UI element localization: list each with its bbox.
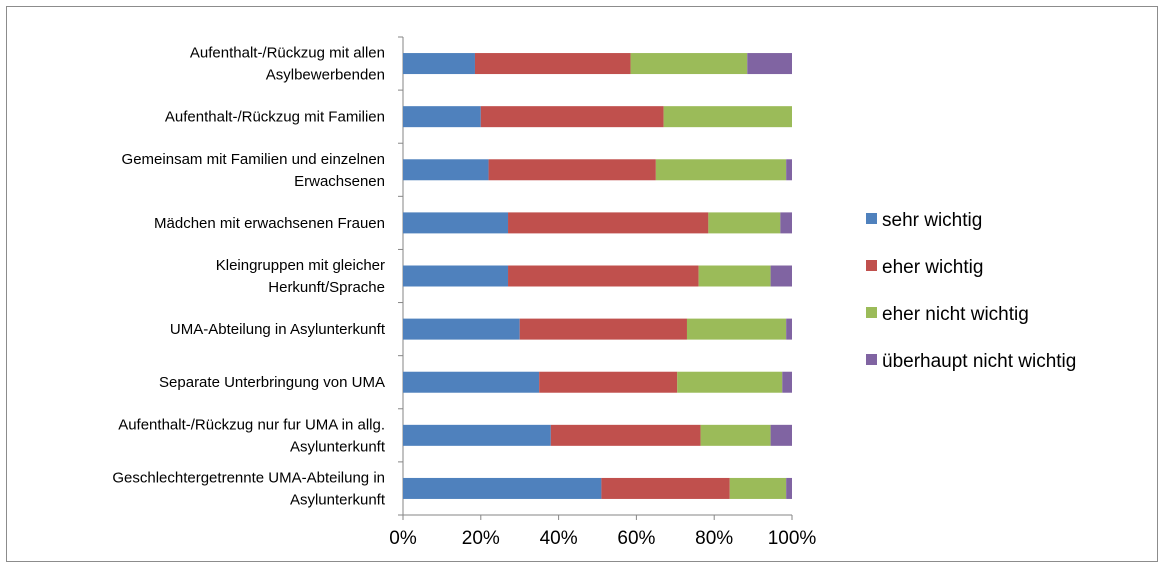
category-label: UMA-Abteilung in Asylunterkunft: [170, 321, 386, 338]
bar-segment: [677, 371, 783, 393]
x-tick-label: 40%: [540, 528, 578, 549]
x-tick-label: 80%: [695, 528, 733, 549]
bar-segment: [403, 106, 481, 128]
legend-label: eher nicht wichtig: [882, 304, 1029, 325]
bar-segment: [403, 318, 520, 340]
bar-segment: [403, 53, 475, 75]
x-tick-label: 100%: [768, 528, 817, 549]
bar-segment: [539, 371, 678, 393]
bar-segment: [508, 265, 699, 287]
legend-label: sehr wichtig: [882, 210, 982, 231]
bar-segment: [786, 318, 792, 340]
bar-segment: [519, 318, 687, 340]
bar-segment: [508, 212, 709, 234]
legend-swatch: [866, 213, 877, 224]
category-label: Asylunterkunft: [290, 491, 386, 508]
category-label: Kleingruppen mit gleicher: [216, 257, 385, 274]
bar-segment: [708, 212, 781, 234]
bar-segment: [747, 53, 792, 75]
category-label: Herkunft/Sprache: [268, 279, 385, 296]
bar-segment: [403, 212, 509, 234]
category-label: Aufenthalt-/Rückzug nur fur UMA in allg.: [118, 416, 385, 433]
legend-label: überhaupt nicht wichtig: [882, 351, 1076, 372]
bar-segment: [480, 106, 664, 128]
bar-segment: [403, 477, 602, 499]
bar-segment: [786, 477, 792, 499]
bar-segment: [782, 371, 792, 393]
category-label: Aufenthalt-/Rückzug mit allen: [190, 45, 385, 62]
category-label: Asylunterkunft: [290, 438, 386, 455]
bar-segment: [729, 477, 787, 499]
bar-segment: [550, 424, 701, 446]
category-label: Erwachsenen: [294, 173, 385, 190]
bar-segment: [403, 265, 509, 287]
bar-segment: [403, 159, 489, 181]
x-tick-label: 60%: [617, 528, 655, 549]
category-label: Aufenthalt-/Rückzug mit Familien: [165, 109, 385, 126]
category-label: Asylbewerbenden: [266, 67, 385, 84]
bar-segment: [700, 424, 771, 446]
bar-segment: [770, 265, 792, 287]
legend-swatch: [866, 260, 877, 271]
legend-label: eher wichtig: [882, 257, 983, 278]
bar-segment: [686, 318, 787, 340]
bar-segment: [630, 53, 748, 75]
bar-segment: [655, 159, 787, 181]
bar-segment: [488, 159, 656, 181]
bar-segment: [663, 106, 792, 128]
bar-segment: [698, 265, 771, 287]
x-tick-label: 20%: [462, 528, 500, 549]
bar-segment: [403, 424, 551, 446]
bar-segment: [601, 477, 730, 499]
legend-swatch: [866, 354, 877, 365]
bar-segment: [786, 159, 792, 181]
category-label: Geschlechtergetrennte UMA-Abteilung in: [112, 469, 385, 486]
bar-segment: [403, 371, 540, 393]
category-label: Separate Unterbringung von UMA: [159, 374, 385, 391]
legend-swatch: [866, 307, 877, 318]
bar-segment: [474, 53, 631, 75]
bar-segment: [780, 212, 792, 234]
x-tick-label: 0%: [389, 528, 417, 549]
bar-segment: [770, 424, 792, 446]
category-label: Gemeinsam mit Familien und einzelnen: [122, 151, 385, 168]
category-label: Mädchen mit erwachsenen Frauen: [154, 215, 385, 232]
